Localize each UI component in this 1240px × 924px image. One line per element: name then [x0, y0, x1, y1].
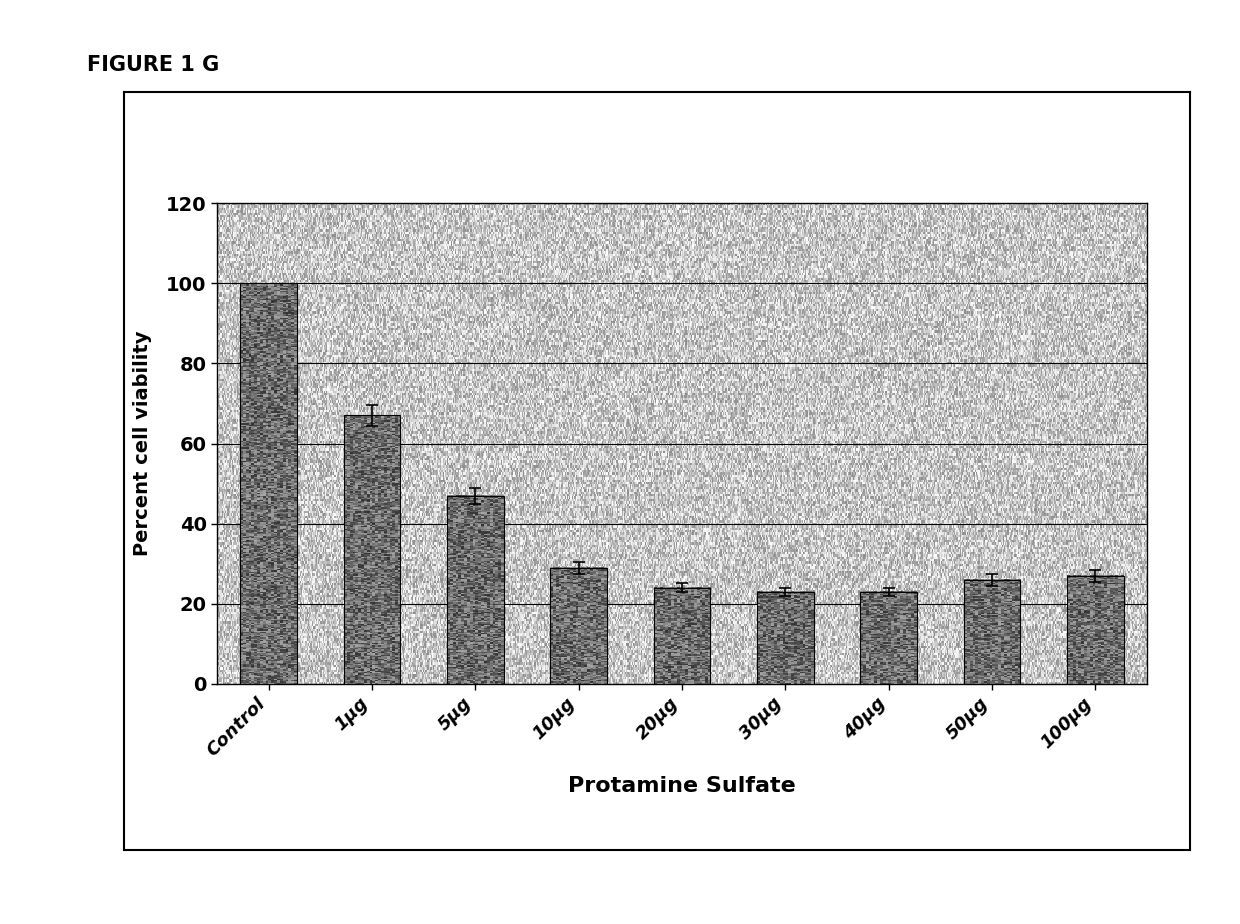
Text: FIGURE 1 G: FIGURE 1 G [87, 55, 219, 76]
X-axis label: Protamine Sulfate: Protamine Sulfate [568, 776, 796, 796]
Bar [861, 591, 918, 684]
Bar [241, 284, 298, 684]
Bar [446, 495, 503, 684]
Bar [343, 416, 401, 684]
Bar [1066, 576, 1123, 684]
Bar [756, 591, 813, 684]
Y-axis label: Percent cell viability: Percent cell viability [133, 331, 153, 556]
Bar [551, 567, 608, 684]
Bar [963, 579, 1021, 684]
Bar [653, 588, 711, 684]
